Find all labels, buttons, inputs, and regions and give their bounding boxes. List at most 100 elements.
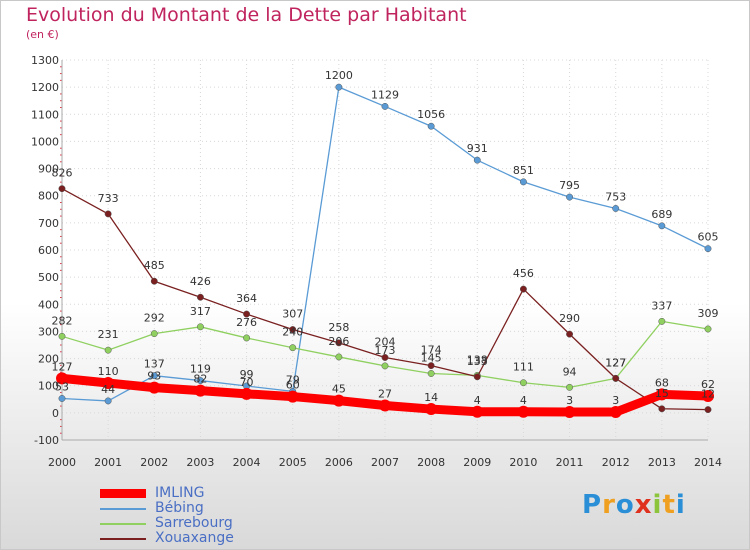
- y-tick-label: 400: [38, 298, 59, 311]
- data-label: 62: [701, 378, 715, 391]
- legend-swatch: [100, 508, 146, 510]
- data-point: [473, 373, 481, 381]
- data-label: 82: [193, 373, 207, 386]
- x-tick-label: 2000: [48, 456, 76, 469]
- data-point: [102, 377, 115, 389]
- data-label: 1129: [371, 88, 399, 101]
- data-label: 337: [651, 299, 672, 312]
- data-point: [519, 178, 527, 186]
- data-label: 605: [698, 231, 719, 244]
- y-tick-label: 1200: [31, 81, 59, 94]
- x-tick-label: 2012: [602, 456, 630, 469]
- data-point: [658, 317, 666, 325]
- data-point: [335, 339, 343, 347]
- data-point: [196, 323, 204, 331]
- data-label: 14: [424, 391, 438, 404]
- data-point: [289, 326, 297, 333]
- data-label: 79: [286, 373, 300, 386]
- y-tick-label: 1300: [31, 54, 59, 67]
- data-point: [289, 344, 297, 352]
- data-label: 145: [421, 352, 442, 365]
- legend-swatch: [100, 538, 146, 540]
- data-point: [243, 334, 251, 342]
- data-point: [425, 403, 438, 416]
- data-point: [150, 330, 158, 338]
- data-point: [704, 325, 712, 333]
- y-tick-label: 1100: [31, 108, 59, 121]
- data-label: 111: [513, 361, 534, 374]
- data-label: 689: [651, 208, 672, 221]
- data-label: 364: [236, 292, 257, 305]
- data-point: [194, 384, 207, 397]
- data-point: [56, 372, 68, 385]
- data-label: 12: [701, 388, 715, 401]
- data-point: [658, 405, 666, 413]
- data-point: [104, 346, 112, 354]
- y-tick-label: 1000: [31, 135, 59, 148]
- legend-label: Sarrebourg: [155, 515, 233, 531]
- data-label: 309: [698, 307, 719, 320]
- data-label: 70: [240, 376, 254, 389]
- data-point: [519, 379, 527, 387]
- data-point: [566, 383, 574, 391]
- data-label: 4: [520, 394, 527, 407]
- data-label: 1200: [325, 69, 353, 82]
- data-label: 119: [190, 363, 211, 376]
- data-point: [150, 372, 158, 380]
- data-point: [381, 354, 389, 361]
- grid-lines: [61, 59, 709, 441]
- x-tick-label: 2005: [279, 456, 307, 469]
- data-point: [702, 390, 714, 403]
- proxiti-logo: Proxiti: [582, 490, 686, 520]
- data-label: 127: [605, 356, 626, 369]
- data-point: [612, 374, 620, 382]
- data-label: 204: [375, 335, 396, 348]
- data-label: 44: [101, 383, 115, 396]
- legend-label: Xouaxange: [155, 530, 234, 546]
- data-point: [563, 406, 576, 419]
- y-tick-label: -100: [34, 434, 59, 447]
- x-tick-label: 2004: [233, 456, 261, 469]
- data-label: 137: [144, 358, 165, 371]
- data-point: [104, 210, 112, 218]
- x-tick-label: 2008: [417, 456, 445, 469]
- data-point: [609, 406, 622, 419]
- y-tick-label: 0: [52, 407, 59, 420]
- data-point: [104, 397, 112, 405]
- data-label: 174: [421, 344, 442, 357]
- data-point: [381, 362, 389, 370]
- data-label: 282: [52, 314, 73, 327]
- y-tick-label: 500: [38, 271, 59, 284]
- data-point: [655, 388, 668, 401]
- data-label: 851: [513, 164, 534, 177]
- data-label: 1056: [417, 108, 445, 121]
- data-label: 206: [328, 335, 349, 348]
- data-point: [427, 122, 435, 130]
- y-tick-label: 800: [38, 190, 59, 203]
- data-label: 93: [147, 370, 161, 383]
- data-point: [566, 330, 574, 338]
- data-label: 307: [282, 308, 303, 321]
- y-tick-label: 100: [38, 380, 59, 393]
- x-tick-label: 2011: [556, 456, 584, 469]
- legend-swatch: [100, 489, 146, 498]
- data-label: 231: [98, 328, 119, 341]
- data-point: [427, 370, 435, 377]
- data-point: [332, 394, 345, 407]
- data-label: 258: [328, 321, 349, 334]
- y-tick-label: 300: [38, 325, 59, 338]
- data-point: [473, 156, 481, 164]
- data-point: [381, 102, 389, 110]
- data-point: [240, 387, 253, 400]
- axes: -100 0 100 200 300 400 500 600 700 800 900 1000 1100…: [31, 54, 722, 469]
- legend-label: IMLING: [155, 485, 205, 501]
- x-tick-label: 2009: [463, 456, 491, 469]
- data-point: [379, 399, 391, 412]
- data-point: [612, 205, 620, 212]
- data-label: 138: [467, 353, 488, 366]
- data-label: 753: [605, 190, 626, 203]
- legend-label: Bébing: [155, 500, 204, 516]
- data-label: 127: [52, 360, 73, 373]
